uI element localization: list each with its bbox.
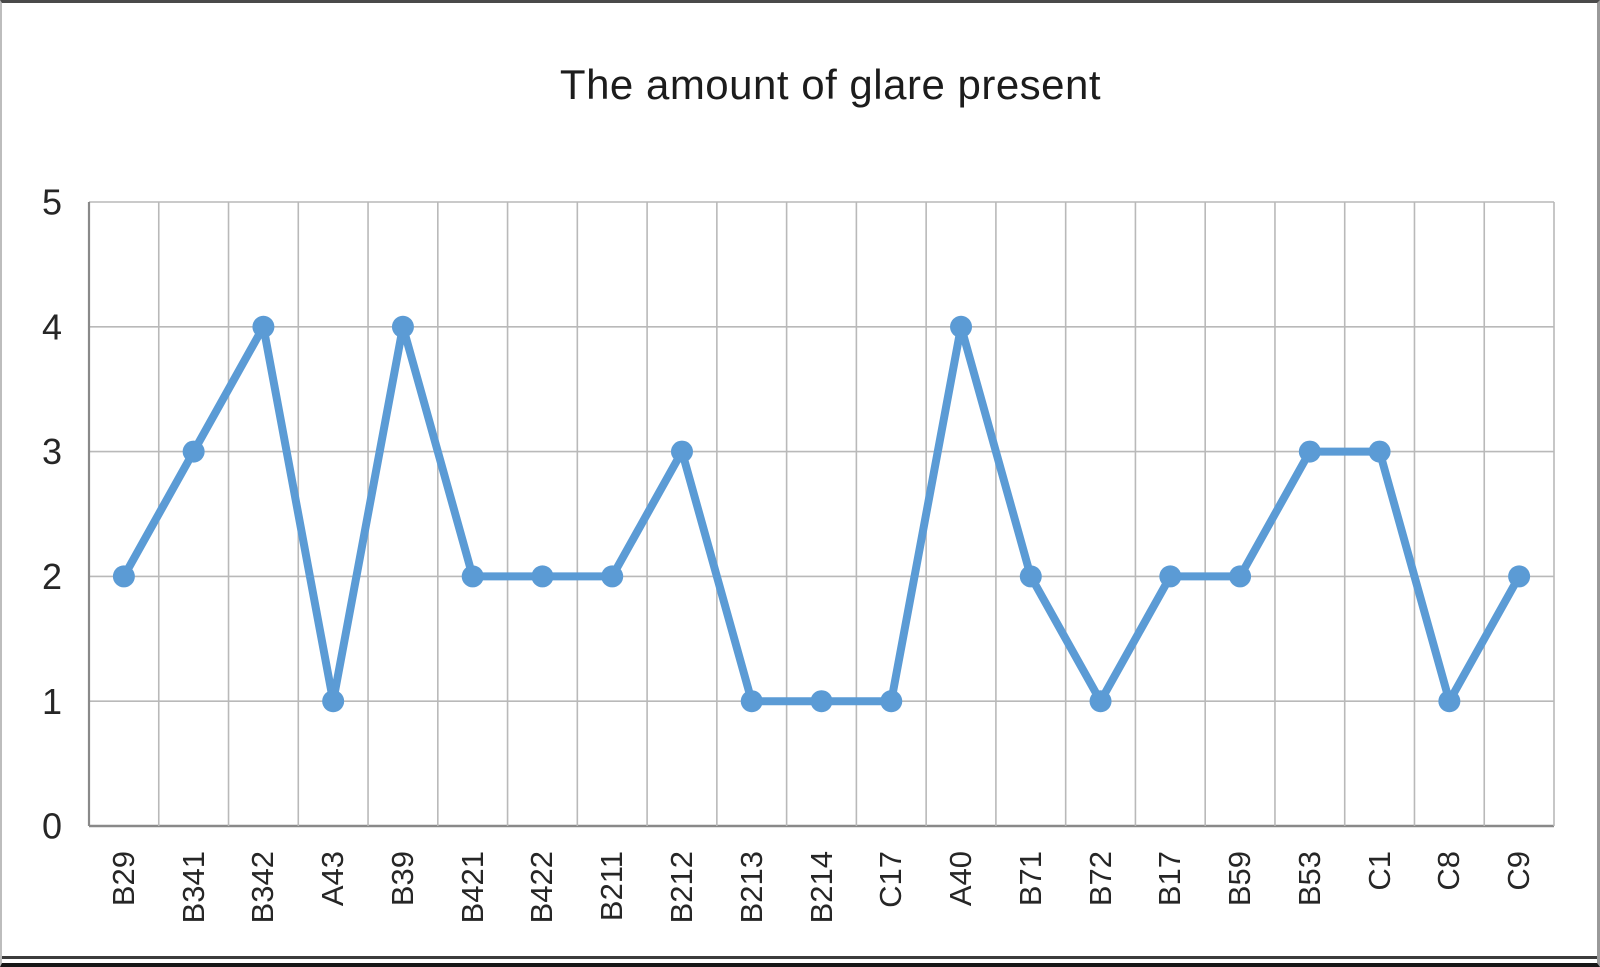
x-axis-label: B212 [663,851,699,924]
x-axis-label: B71 [1012,851,1048,907]
data-point-marker [1229,565,1252,588]
x-axis-label: A40 [943,851,979,907]
x-axis-label: C8 [1431,851,1467,891]
x-axis-label: B341 [175,851,211,924]
chart-title: The amount of glare present [559,61,1102,108]
x-axis-label: B39 [384,851,420,907]
y-axis-label: 1 [42,681,62,722]
data-point-marker [810,690,833,713]
data-point-marker [461,565,484,588]
data-point-marker [322,690,345,713]
y-axis-label: 5 [42,182,62,223]
x-axis-label: B72 [1082,851,1118,907]
data-point-marker [182,440,205,463]
data-point-marker [950,315,973,338]
x-axis-label: B213 [733,851,769,924]
data-point-marker [1438,690,1461,713]
x-axis-label: B214 [803,851,839,924]
data-point-marker [1159,565,1182,588]
data-point-marker [252,315,275,338]
data-point-marker [670,440,693,463]
x-axis-label: C1 [1361,851,1397,891]
x-axis-label: B422 [524,851,560,924]
data-line [119,322,1524,706]
x-axis-label: B342 [245,851,281,924]
y-axis-label: 3 [42,431,62,472]
line-chart-plot: 0 1 2 3 4 5 [42,182,1555,847]
bottom-divider [2,956,1597,959]
data-point-marker [531,565,554,588]
x-axis-label: B59 [1222,851,1258,907]
x-axis-label: B53 [1291,851,1327,907]
x-axis-label: B17 [1152,851,1188,907]
x-axis-label: B421 [454,851,490,924]
x-axis-label: B211 [594,851,630,922]
y-axis-label: 4 [42,306,62,347]
data-point-marker [1298,440,1321,463]
data-point-marker [1368,440,1391,463]
x-axis-label: C17 [873,851,909,908]
data-point-marker [880,690,903,713]
data-point-marker [1089,690,1112,713]
data-point-marker [112,565,135,588]
x-axis-label: B29 [105,851,141,907]
data-point-marker [740,690,763,713]
data-point-marker [391,315,414,338]
x-axis-label: C9 [1501,851,1537,891]
y-axis-label: 0 [42,806,62,847]
data-point-marker [1019,565,1042,588]
x-axis-label: A43 [315,851,351,907]
y-axis-label: 2 [42,556,62,597]
data-point-marker [1508,565,1531,588]
data-point-marker [601,565,624,588]
